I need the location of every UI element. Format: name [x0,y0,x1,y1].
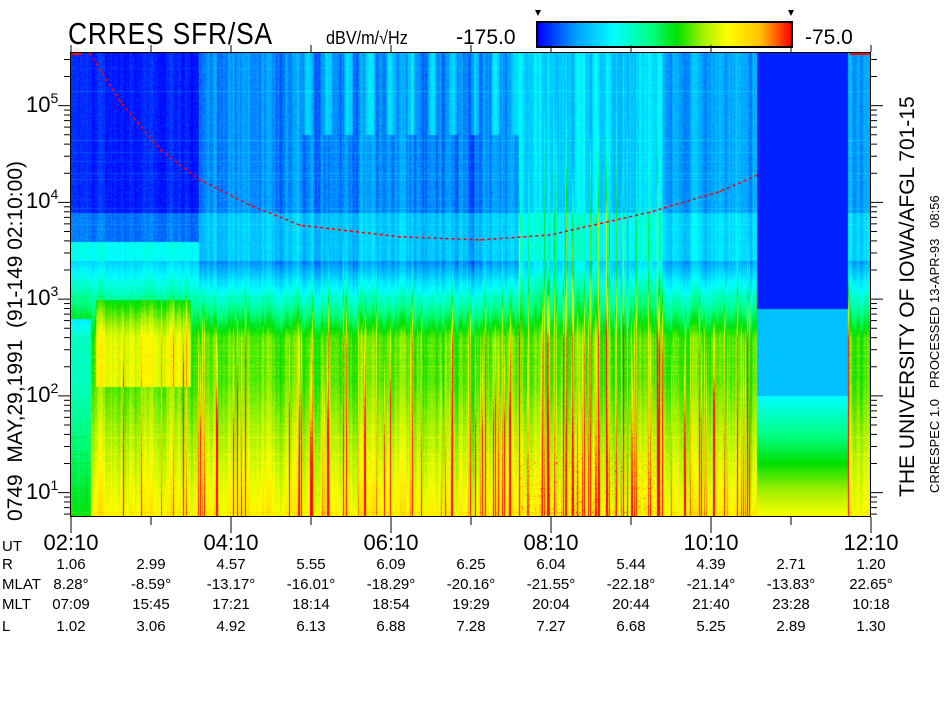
curve-point [299,224,302,227]
x-tick-label: 12:10 [843,530,899,555]
table-cell: 1.20 [856,556,886,573]
curve-point [248,204,251,206]
y-tick-label: 105 [26,90,58,118]
table-cell: 6.09 [376,556,406,573]
chart-title: CRRES SFR/SA [68,16,273,51]
date-label: 0749 MAY,29,1991 (91-149 02:10:00) [4,161,27,521]
table-row-label: MLAT [2,576,41,593]
x-tick-label: 08:10 [523,530,579,555]
table-cell: 21:40 [692,596,730,613]
table-cell: 6.68 [616,618,646,635]
curve-point [755,174,758,177]
tick-base: 10 [26,188,51,214]
table-cell: 20:44 [612,596,650,613]
table-cell: 22.65° [849,576,893,593]
curve-point [159,148,162,151]
table-cell: 18:14 [292,596,330,613]
curve-point [88,52,91,54]
x-tick-label: 04:10 [203,530,259,555]
tick-base: 10 [26,285,51,311]
table-cell: 3.06 [136,618,166,635]
curve-point [199,179,202,181]
table-cell: -13.17° [206,576,256,593]
colorbar-min-marker [535,10,541,16]
table-cell: 17:21 [212,596,250,613]
table-cell: 2.71 [776,556,806,573]
y-tick-label: 101 [26,477,58,505]
tick-base: 10 [26,478,51,504]
tick-exponent: 2 [50,379,59,396]
table-row-label: MLT [2,596,31,613]
table-cell: -22.18° [606,576,656,593]
table-cell: -20.16° [446,576,496,593]
table-row-label: L [2,618,11,635]
table-cell: 19:29 [452,596,490,613]
curve-point [399,236,402,238]
table-cell: 6.04 [536,556,566,573]
institution-label: THE UNIVERSITY OF IOWA/AFGL 701-15 [896,96,919,497]
table-cell: -21.14° [686,576,736,593]
x-tick-label: 10:10 [683,530,739,555]
y-tick-label: 104 [26,186,58,214]
table-cell: 5.55 [296,556,326,573]
tick-exponent: 1 [50,476,59,493]
tick-base: 10 [26,381,51,407]
table-cell: 5.25 [696,618,726,635]
table-cell: 07:09 [52,596,90,613]
tick-exponent: 4 [50,186,59,203]
table-cell: 4.92 [216,618,246,635]
x-tick-label: 02:10 [43,530,99,555]
table-cell: 7.27 [536,618,566,635]
table-cell: 1.06 [56,556,86,573]
spectrogram-heatmap [71,53,871,517]
table-cell: -8.59° [130,576,172,593]
colorbar [536,21,793,48]
table-cell: 1.30 [856,618,886,635]
table-cell: -18.29° [366,576,416,593]
tick-exponent: 5 [50,89,59,106]
table-row-label: R [2,556,13,573]
curve-point [648,211,651,214]
table-cell: 7.28 [456,618,486,635]
table-cell: 15:45 [132,596,170,613]
x-tick-label: 06:10 [363,530,419,555]
table-cell: -13.83° [766,576,816,593]
tick-exponent: 3 [50,283,59,300]
table-row-label: UT [2,538,22,555]
table-cell: 20:04 [532,596,570,613]
table-cell: 4.57 [216,556,246,573]
gyrofrequency-curve [89,52,757,241]
table-cell: -21.55° [526,576,576,593]
y-tick-label: 103 [26,283,58,311]
curve-point [719,190,722,193]
table-cell: 8.28° [53,576,89,593]
tick-base: 10 [26,91,51,117]
table-cell: 5.44 [616,556,646,573]
table-cell: 10:18 [852,596,890,613]
table-cell: 6.88 [376,618,406,635]
colorbar-min-label: -175.0 [456,26,516,49]
curve-point [119,100,122,103]
table-cell: 6.13 [296,618,326,635]
table-cell: 18:54 [372,596,410,613]
colorbar-max-marker [788,10,794,16]
colorbar-max-label: -75.0 [805,26,853,49]
table-cell: 6.25 [456,556,486,573]
curve-point [548,234,551,236]
colorbar-units: dBV/m/√Hz [326,28,408,48]
y-tick-label: 102 [26,380,58,408]
table-cell: 4.39 [696,556,726,573]
table-cell: 1.02 [56,618,86,635]
processing-label: CRRESPEC 1.0 PROCESSED 13-APR-93 08:56 [927,195,942,493]
table-cell: -16.01° [286,576,336,593]
table-cell: 2.89 [776,618,806,635]
table-cell: 23:28 [772,596,810,613]
curve-point [479,239,482,241]
table-cell: 2.99 [136,556,166,573]
